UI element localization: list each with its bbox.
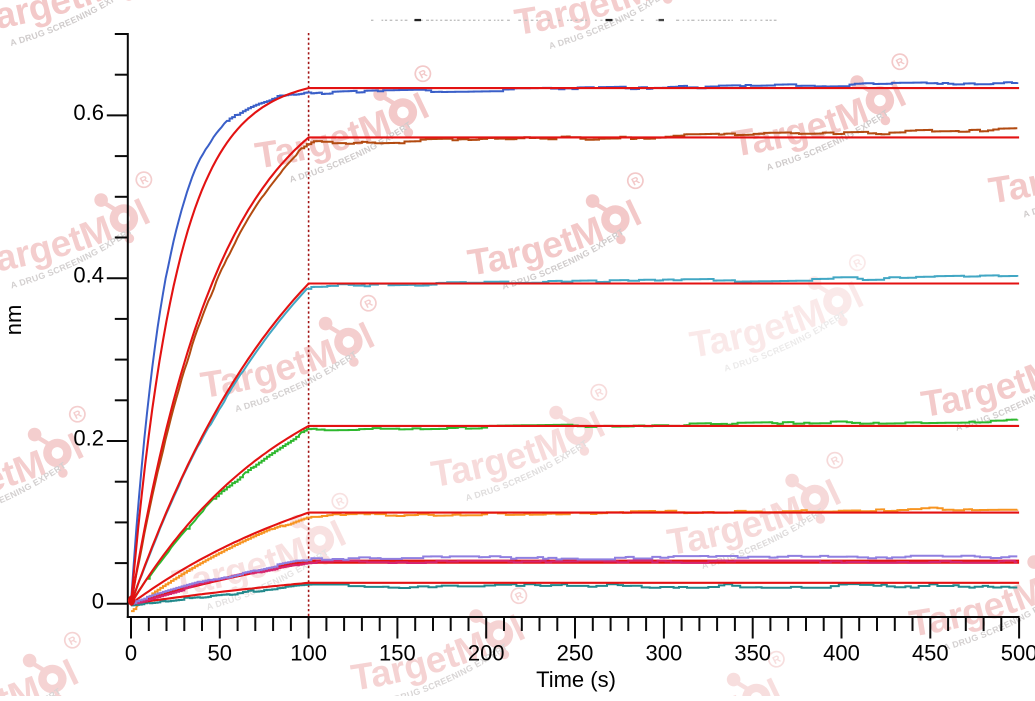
svg-text:50: 50 (208, 641, 232, 666)
svg-text:0: 0 (125, 641, 137, 666)
svg-text:500: 500 (1001, 641, 1035, 666)
svg-text:350: 350 (734, 641, 771, 666)
svg-text:150: 150 (379, 641, 416, 666)
svg-text:100: 100 (290, 641, 327, 666)
svg-text:400: 400 (823, 641, 860, 666)
svg-text:0.2: 0.2 (73, 426, 104, 451)
svg-text:450: 450 (912, 641, 949, 666)
svg-text:200: 200 (468, 641, 505, 666)
svg-text:0: 0 (92, 588, 104, 613)
svg-text:0.4: 0.4 (73, 263, 104, 288)
svg-text:Time (s): Time (s) (536, 667, 616, 692)
svg-text:nm: nm (1, 305, 26, 336)
svg-text:300: 300 (646, 641, 683, 666)
svg-text:250: 250 (557, 641, 594, 666)
svg-text:0.6: 0.6 (73, 100, 104, 125)
